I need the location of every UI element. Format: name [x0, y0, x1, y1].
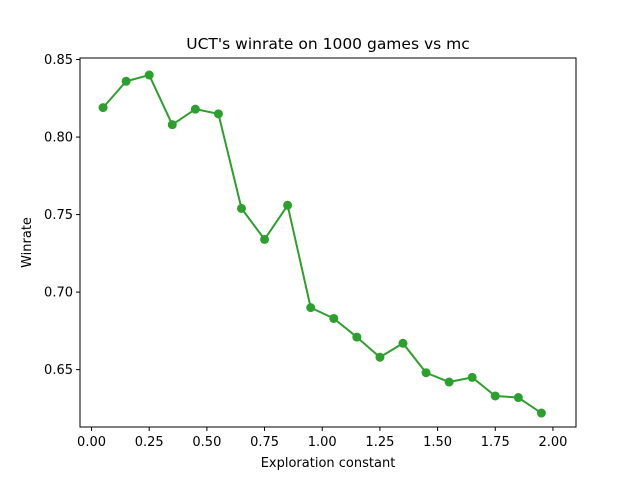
plot-area	[98, 70, 546, 418]
y-tick-label: 0.75	[44, 208, 73, 223]
y-tick-label: 0.85	[44, 53, 73, 68]
data-point	[283, 200, 293, 210]
x-tick-label: 2.00	[538, 435, 567, 450]
data-point	[306, 303, 316, 313]
x-axis-label: Exploration constant	[261, 456, 396, 471]
x-tick-label: 0.00	[77, 435, 106, 450]
data-point	[190, 104, 200, 114]
data-point	[352, 332, 362, 342]
data-point	[421, 368, 431, 378]
data-point	[329, 313, 339, 323]
data-point	[144, 70, 154, 80]
x-tick-label: 1.75	[481, 435, 510, 450]
data-point	[467, 372, 477, 382]
y-tick-label: 0.65	[44, 363, 73, 378]
data-point	[513, 393, 523, 403]
data-point	[260, 234, 270, 244]
x-axis: 0.00 0.25 0.50 0.75 1.00 1.25 1.50 1.75 2.00	[77, 427, 567, 450]
x-tick-label: 1.00	[308, 435, 337, 450]
data-point	[375, 352, 385, 362]
y-axis: 0.65 0.70 0.75 0.80 0.85	[44, 53, 80, 378]
data-point	[236, 203, 246, 213]
axes-frame	[79, 57, 577, 428]
x-tick-label: 0.50	[192, 435, 221, 450]
x-tick-label: 0.25	[135, 435, 164, 450]
data-point	[398, 338, 408, 348]
data-point	[98, 103, 108, 113]
data-point	[444, 377, 454, 387]
y-tick-label: 0.80	[44, 131, 73, 146]
x-tick-label: 1.50	[423, 435, 452, 450]
x-tick-label: 0.75	[250, 435, 279, 450]
y-tick-label: 0.70	[44, 286, 73, 301]
data-point	[213, 109, 223, 119]
data-point	[167, 120, 177, 130]
data-point	[536, 408, 546, 418]
y-axis-label: Winrate	[20, 217, 35, 268]
data-point	[490, 391, 500, 401]
x-tick-label: 1.25	[365, 435, 394, 450]
chart-title: UCT's winrate on 1000 games vs mc	[186, 35, 470, 53]
data-point	[121, 76, 131, 86]
